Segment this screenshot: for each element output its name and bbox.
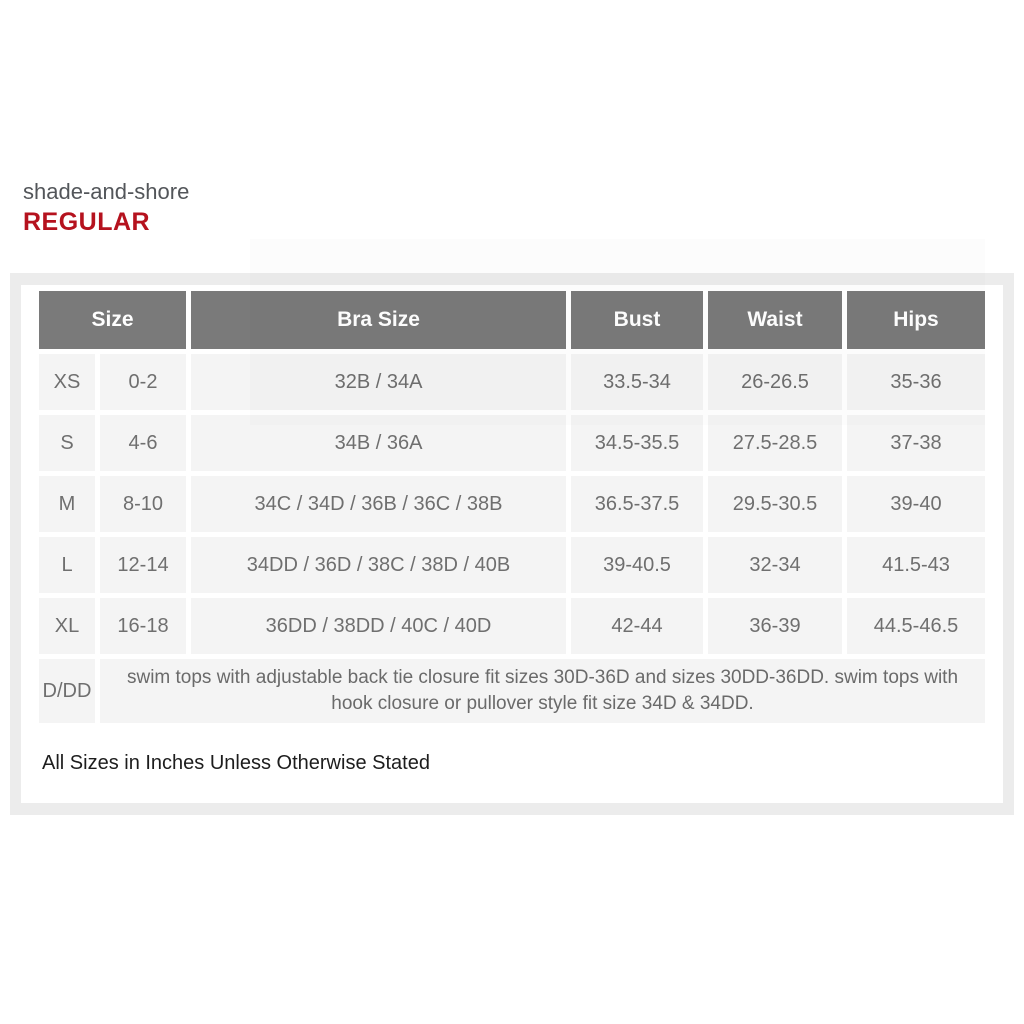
brand-name: shade-and-shore (23, 179, 190, 204)
hips-cell: 39-40 (847, 476, 985, 533)
column-header-bra-size: Bra Size (191, 291, 566, 350)
fit-type-label: REGULAR (23, 208, 151, 237)
column-header-bust: Bust (571, 291, 703, 350)
column-header-hips: Hips (847, 291, 985, 350)
dress-size-cell: 0-2 (100, 354, 186, 411)
faint-watermark-top (250, 239, 985, 425)
size-letter-cell: XS (39, 354, 95, 411)
table-row-m: M 8-10 34C / 34D / 36B / 36C / 38B 36.5-… (39, 476, 985, 533)
units-footer-note: All Sizes in Inches Unless Otherwise Sta… (42, 751, 430, 774)
bra-size-cell: 34C / 34D / 36B / 36C / 38B (191, 476, 566, 533)
size-letter-cell: XL (39, 598, 95, 655)
ddd-note-cell: swim tops with adjustable back tie closu… (100, 659, 985, 723)
dress-size-cell: 8-10 (100, 476, 186, 533)
size-chart-panel-inner: Size Bra Size Bust Waist Hips XS 0-2 32B… (21, 285, 1003, 803)
bra-size-cell: 34B / 36A (191, 415, 566, 472)
bust-cell: 39-40.5 (571, 537, 703, 594)
waist-cell: 29.5-30.5 (708, 476, 842, 533)
size-letter-cell: M (39, 476, 95, 533)
waist-cell: 27.5-28.5 (708, 415, 842, 472)
bra-size-cell: 36DD / 38DD / 40C / 40D (191, 598, 566, 655)
bust-cell: 34.5-35.5 (571, 415, 703, 472)
size-letter-cell: S (39, 415, 95, 472)
table-row-s: S 4-6 34B / 36A 34.5-35.5 27.5-28.5 37-3… (39, 415, 985, 472)
hips-cell: 35-36 (847, 354, 985, 411)
table-row-l: L 12-14 34DD / 36D / 38C / 38D / 40B 39-… (39, 537, 985, 594)
brand-block: shade-and-shore REGULAR (23, 179, 1024, 237)
table-row-xs: XS 0-2 32B / 34A 33.5-34 26-26.5 35-36 (39, 354, 985, 411)
dress-size-cell: 12-14 (100, 537, 186, 594)
waist-cell: 36-39 (708, 598, 842, 655)
table-row-ddd-note: D/DD swim tops with adjustable back tie … (39, 659, 985, 723)
waist-cell: 32-34 (708, 537, 842, 594)
bust-cell: 36.5-37.5 (571, 476, 703, 533)
bra-size-cell: 32B / 34A (191, 354, 566, 411)
column-header-waist: Waist (708, 291, 842, 350)
dress-size-cell: 16-18 (100, 598, 186, 655)
header-row: Size Bra Size Bust Waist Hips (39, 291, 985, 350)
size-letter-cell: L (39, 537, 95, 594)
dress-size-cell: 4-6 (100, 415, 186, 472)
size-letter-cell: D/DD (39, 659, 95, 723)
column-header-size: Size (39, 291, 186, 350)
bust-cell: 42-44 (571, 598, 703, 655)
hips-cell: 44.5-46.5 (847, 598, 985, 655)
hips-cell: 41.5-43 (847, 537, 985, 594)
hips-cell: 37-38 (847, 415, 985, 472)
size-chart-table: Size Bra Size Bust Waist Hips XS 0-2 32B… (34, 286, 990, 727)
bra-size-cell: 34DD / 36D / 38C / 38D / 40B (191, 537, 566, 594)
waist-cell: 26-26.5 (708, 354, 842, 411)
bust-cell: 33.5-34 (571, 354, 703, 411)
table-row-xl: XL 16-18 36DD / 38DD / 40C / 40D 42-44 3… (39, 598, 985, 655)
size-chart-panel: Size Bra Size Bust Waist Hips XS 0-2 32B… (10, 273, 1014, 815)
